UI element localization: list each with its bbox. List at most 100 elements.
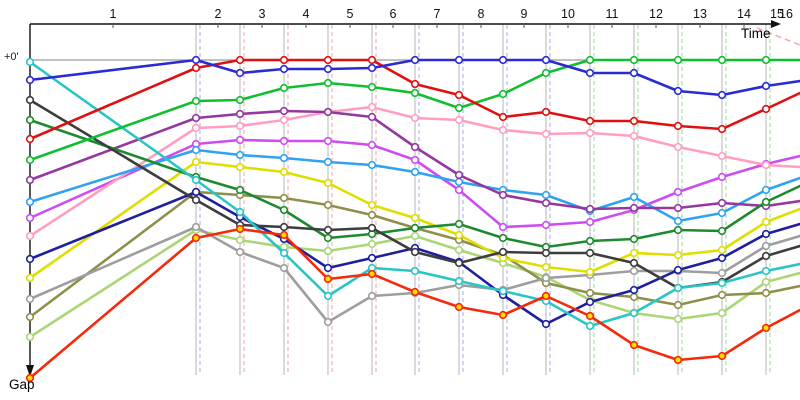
data-point-gray[interactable] bbox=[629, 266, 639, 276]
data-point-gray[interactable] bbox=[25, 294, 35, 304]
data-point-gray[interactable] bbox=[279, 263, 289, 273]
data-point-cyan[interactable] bbox=[25, 57, 35, 67]
data-point-red[interactable] bbox=[629, 116, 639, 126]
data-point-red-orange[interactable] bbox=[279, 230, 289, 240]
data-point-yellow[interactable] bbox=[541, 262, 551, 272]
data-point-magenta[interactable] bbox=[279, 136, 289, 146]
data-point-sky-blue[interactable] bbox=[717, 208, 727, 218]
data-point-red[interactable] bbox=[498, 112, 508, 122]
data-point-magenta[interactable] bbox=[673, 187, 683, 197]
data-point-blue[interactable] bbox=[717, 90, 727, 100]
data-point-red-orange[interactable] bbox=[585, 311, 595, 321]
data-point-forest-green[interactable] bbox=[629, 234, 639, 244]
data-point-pale-green[interactable] bbox=[323, 246, 333, 256]
data-point-sky-blue[interactable] bbox=[673, 216, 683, 226]
data-point-red-orange[interactable] bbox=[673, 355, 683, 365]
data-point-forest-green[interactable] bbox=[235, 185, 245, 195]
data-point-yellow[interactable] bbox=[279, 167, 289, 177]
data-point-black[interactable] bbox=[279, 222, 289, 232]
data-point-red[interactable] bbox=[279, 55, 289, 65]
data-point-pink[interactable] bbox=[629, 131, 639, 141]
data-point-green[interactable] bbox=[673, 55, 683, 65]
data-point-forest-green[interactable] bbox=[673, 225, 683, 235]
series-line-purple[interactable] bbox=[28, 109, 800, 211]
data-point-green[interactable] bbox=[454, 103, 464, 113]
data-point-khaki[interactable] bbox=[323, 200, 333, 210]
data-point-pink[interactable] bbox=[454, 115, 464, 125]
data-point-pale-green[interactable] bbox=[761, 277, 771, 287]
data-point-gray[interactable] bbox=[541, 273, 551, 283]
data-point-navy[interactable] bbox=[541, 319, 551, 329]
data-point-magenta[interactable] bbox=[541, 220, 551, 230]
data-point-red-orange[interactable] bbox=[235, 224, 245, 234]
data-point-yellow[interactable] bbox=[585, 267, 595, 277]
data-point-cyan[interactable] bbox=[673, 283, 683, 293]
data-point-cyan[interactable] bbox=[323, 291, 333, 301]
data-point-yellow[interactable] bbox=[454, 230, 464, 240]
data-point-purple[interactable] bbox=[673, 203, 683, 213]
data-point-green[interactable] bbox=[761, 55, 771, 65]
data-point-red[interactable] bbox=[367, 55, 377, 65]
data-point-sky-blue[interactable] bbox=[541, 190, 551, 200]
data-point-blue[interactable] bbox=[585, 68, 595, 78]
data-point-khaki[interactable] bbox=[629, 292, 639, 302]
data-point-pale-green[interactable] bbox=[25, 332, 35, 342]
data-point-navy[interactable] bbox=[717, 253, 727, 263]
data-point-cyan[interactable] bbox=[585, 321, 595, 331]
data-point-forest-green[interactable] bbox=[585, 236, 595, 246]
data-point-blue[interactable] bbox=[367, 63, 377, 73]
data-point-green[interactable] bbox=[323, 78, 333, 88]
data-point-red-orange[interactable] bbox=[541, 291, 551, 301]
data-point-gray[interactable] bbox=[761, 241, 771, 251]
data-point-green[interactable] bbox=[191, 96, 201, 106]
data-point-forest-green[interactable] bbox=[498, 233, 508, 243]
data-point-yellow[interactable] bbox=[761, 217, 771, 227]
data-point-yellow[interactable] bbox=[673, 250, 683, 260]
data-point-pink[interactable] bbox=[367, 102, 377, 112]
data-point-pink[interactable] bbox=[717, 151, 727, 161]
data-point-blue[interactable] bbox=[235, 68, 245, 78]
data-point-yellow[interactable] bbox=[235, 162, 245, 172]
data-point-pink[interactable] bbox=[191, 123, 201, 133]
data-point-sky-blue[interactable] bbox=[761, 185, 771, 195]
data-point-cyan[interactable] bbox=[498, 286, 508, 296]
data-point-blue[interactable] bbox=[323, 64, 333, 74]
data-point-blue[interactable] bbox=[454, 55, 464, 65]
data-point-red[interactable] bbox=[761, 104, 771, 114]
data-point-red[interactable] bbox=[323, 55, 333, 65]
data-point-gray[interactable] bbox=[191, 222, 201, 232]
data-point-blue[interactable] bbox=[410, 55, 420, 65]
data-point-green[interactable] bbox=[585, 55, 595, 65]
data-point-forest-green[interactable] bbox=[410, 223, 420, 233]
data-point-cyan[interactable] bbox=[410, 266, 420, 276]
data-point-black[interactable] bbox=[25, 95, 35, 105]
data-point-red-orange[interactable] bbox=[761, 323, 771, 333]
data-point-green[interactable] bbox=[541, 68, 551, 78]
data-point-pink[interactable] bbox=[541, 129, 551, 139]
data-point-khaki[interactable] bbox=[25, 312, 35, 322]
data-point-pink[interactable] bbox=[498, 125, 508, 135]
data-point-yellow[interactable] bbox=[629, 248, 639, 258]
data-point-blue[interactable] bbox=[498, 55, 508, 65]
data-point-purple[interactable] bbox=[541, 198, 551, 208]
data-point-green[interactable] bbox=[717, 55, 727, 65]
data-point-yellow[interactable] bbox=[191, 157, 201, 167]
data-point-pink[interactable] bbox=[585, 128, 595, 138]
data-point-sky-blue[interactable] bbox=[367, 160, 377, 170]
data-point-sky-blue[interactable] bbox=[279, 153, 289, 163]
data-point-sky-blue[interactable] bbox=[323, 157, 333, 167]
data-point-pink[interactable] bbox=[25, 231, 35, 241]
data-point-purple[interactable] bbox=[323, 107, 333, 117]
data-point-black[interactable] bbox=[761, 251, 771, 261]
data-point-purple[interactable] bbox=[235, 109, 245, 119]
data-point-black[interactable] bbox=[585, 248, 595, 258]
data-point-pale-green[interactable] bbox=[673, 314, 683, 324]
data-point-blue[interactable] bbox=[191, 55, 201, 65]
data-point-blue[interactable] bbox=[541, 55, 551, 65]
data-point-yellow[interactable] bbox=[25, 273, 35, 283]
data-point-green[interactable] bbox=[25, 155, 35, 165]
data-point-red-orange[interactable] bbox=[717, 351, 727, 361]
data-point-blue[interactable] bbox=[673, 86, 683, 96]
data-point-gray[interactable] bbox=[235, 247, 245, 257]
data-point-magenta[interactable] bbox=[323, 136, 333, 146]
